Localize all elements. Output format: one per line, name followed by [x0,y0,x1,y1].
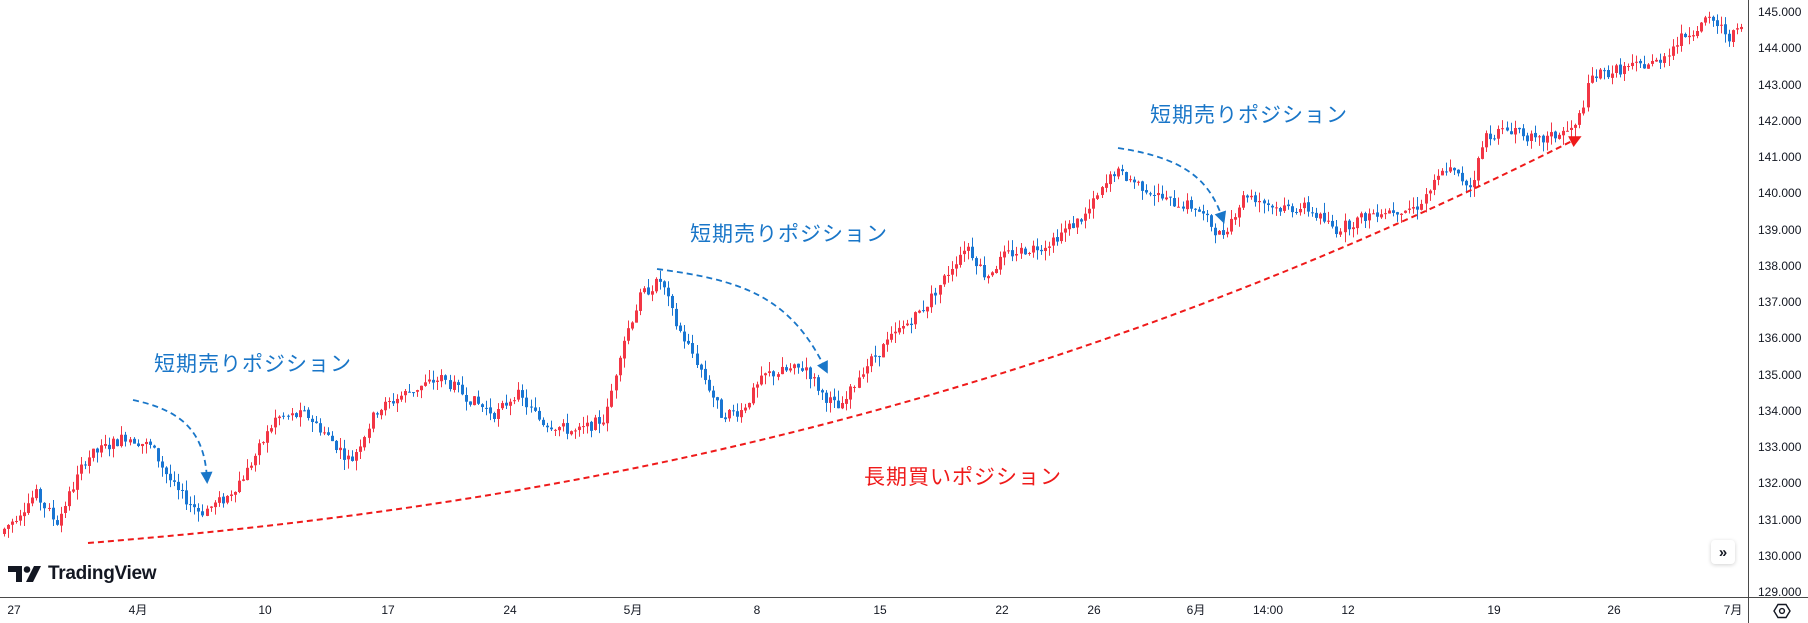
time-tick-label: 5月 [623,603,643,617]
short-trend-arrow [1117,147,1224,221]
candles-layer [3,11,1743,538]
time-tick-label: 15 [873,603,887,617]
price-tick-label: 130.000 [1758,548,1802,563]
price-tick-label: 133.000 [1758,440,1802,454]
time-tick-label: 19 [1487,603,1501,617]
price-tick-label: 131.000 [1758,512,1802,527]
tradingview-logo[interactable]: TradingView [8,563,157,585]
time-tick-label: 27 [7,603,21,617]
time-tick-label: 17 [381,603,395,617]
price-tick-label: 135.000 [1758,367,1802,382]
tradingview-logo-icon [8,566,41,582]
short-position-label: 短期売りポジション [1150,104,1348,127]
price-tick-label: 140.000 [1758,186,1802,201]
price-tick-label: 132.000 [1758,476,1802,491]
price-tick-label: 145.000 [1758,5,1802,19]
short-trend-arrow [656,268,827,371]
price-tick-label: 143.000 [1758,77,1802,92]
price-tick-label: 137.000 [1758,295,1802,309]
long-position-label: 長期買いポジション [864,466,1062,489]
price-tick-label: 141.000 [1758,150,1802,164]
arrow-head-icon [1568,136,1582,147]
time-tick-label: 4月 [128,603,148,617]
price-tick-label: 142.000 [1758,113,1802,128]
price-tick-label: 144.000 [1758,41,1802,56]
arrow-head-icon [200,471,213,484]
short-trend-arrow [132,399,208,481]
gear-icon [1773,603,1791,619]
double-chevron-right-icon: » [1718,543,1728,561]
price-tick-label: 134.000 [1758,403,1802,418]
annotation-arrows-layer [87,136,1582,544]
price-tick-label: 136.000 [1758,331,1802,346]
time-tick-label: 24 [503,603,517,617]
arrow-head-icon [1214,210,1227,224]
time-tick-label: 8 [753,603,761,617]
price-tick-label: 138.000 [1758,258,1802,273]
time-tick-label: 12 [1341,603,1355,617]
tradingview-logo-text: TradingView [48,563,157,584]
long-trend-arrow [87,137,1579,544]
time-tick-label: 14:00 [1252,603,1284,617]
chart-settings-button[interactable] [1772,603,1792,619]
time-tick-label: 26 [1087,603,1101,617]
price-tick-label: 129.000 [1758,585,1802,599]
time-tick-label: 6月 [1186,603,1206,617]
arrow-head-icon [817,360,828,374]
time-tick-label: 10 [258,603,272,617]
scroll-to-realtime-button[interactable]: » [1711,540,1735,564]
time-tick-label: 26 [1607,603,1621,617]
price-tick-label: 139.000 [1758,222,1802,237]
time-tick-label: 7月 [1723,603,1743,617]
time-tick-label: 22 [995,603,1009,617]
short-position-label: 短期売りポジション [154,353,352,376]
short-position-label: 短期売りポジション [690,223,888,246]
